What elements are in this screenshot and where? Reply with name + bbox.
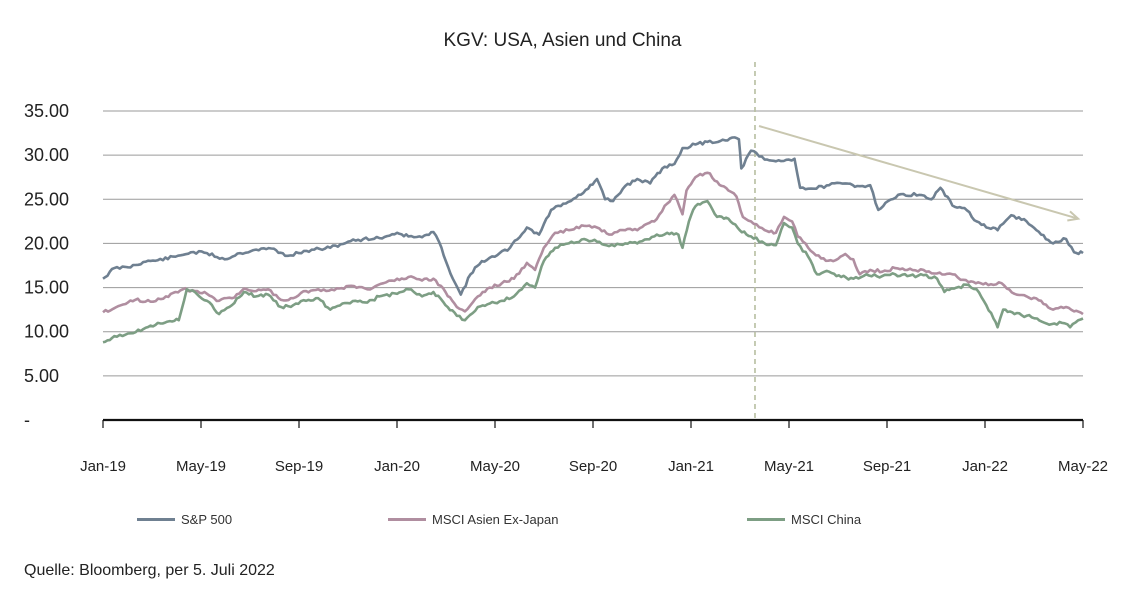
y-tick-label: 20.00 (24, 233, 69, 253)
y-tick-label: 25.00 (24, 189, 69, 209)
x-tick-label: Sep-19 (275, 458, 323, 475)
legend-label-msci-asia: MSCI Asien Ex-Japan (432, 512, 559, 527)
x-tick-label: May-19 (176, 458, 226, 475)
y-tick-label: 30.00 (24, 145, 69, 165)
legend-swatch-msci-asia (388, 518, 426, 521)
series-line-1 (102, 136, 1084, 296)
y-tick-label: - (24, 410, 30, 430)
x-tick-label: Jan-22 (962, 458, 1008, 475)
x-tick-label: Jan-21 (668, 458, 714, 475)
legend: S&P 500 MSCI Asien Ex-Japan MSCI China (0, 512, 1125, 532)
legend-item-sp500: S&P 500 (137, 512, 232, 527)
x-tick-label: Sep-20 (569, 458, 617, 475)
y-tick-label: 15.00 (24, 278, 69, 298)
y-tick-label: 35.00 (24, 101, 69, 121)
gridlines (103, 110, 1083, 377)
legend-label-msci-china: MSCI China (791, 512, 862, 527)
y-axis-tick-labels: - 5.00 10.00 15.00 20.00 25.00 30.00 35.00 (24, 101, 69, 430)
series-line-2 (102, 171, 1084, 316)
trend-arrow-line (758, 125, 1079, 220)
annotations (754, 62, 1081, 420)
y-tick-label: 10.00 (24, 322, 69, 342)
x-tick-label: May-22 (1058, 458, 1108, 475)
x-axis: Jan-19 May-19 Sep-19 Jan-20 May-20 Sep-20 Jan-… (80, 418, 1108, 475)
x-tick-label: May-21 (764, 458, 814, 475)
x-tick-label: May-20 (470, 458, 520, 475)
x-tick-label: Jan-19 (80, 458, 126, 475)
chart-title: KGV: USA, Asien und China (443, 30, 682, 51)
legend-item-msci-asia: MSCI Asien Ex-Japan (388, 512, 558, 527)
legend-swatch-sp500 (137, 518, 175, 521)
legend-label-sp500: S&P 500 (181, 512, 233, 527)
y-tick-label: 5.00 (24, 366, 59, 386)
legend-item-msci-china: MSCI China (747, 512, 861, 527)
x-tick-label: Jan-20 (374, 458, 420, 475)
series-line-3 (102, 199, 1084, 344)
x-tick-label: Sep-21 (863, 458, 911, 475)
trend-arrow-head (1067, 210, 1081, 222)
series-lines (102, 136, 1084, 344)
legend-swatch-msci-china (747, 518, 785, 521)
source-note: Quelle: Bloomberg, per 5. Juli 2022 (24, 562, 275, 579)
